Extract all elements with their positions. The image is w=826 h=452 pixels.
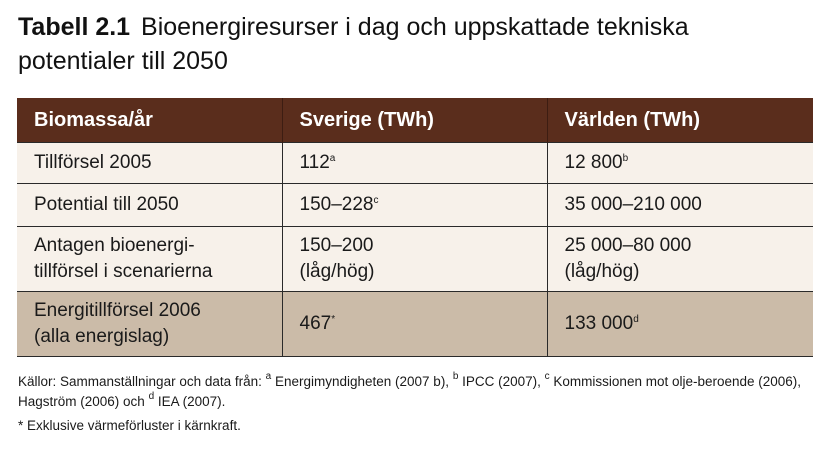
footnote: * Exklusive värmeförluster i kärnkraft. (18, 418, 241, 433)
varlden-value: 35 000–210 000 (564, 194, 702, 215)
varlden-value: 12 800 (564, 152, 623, 173)
source-mark-d: d (148, 391, 155, 402)
source-b: IPCC (2007), (458, 374, 545, 389)
table-title: Tabell 2.1 Bioenergiresurser i dag och u… (18, 10, 808, 78)
header-sverige: Sverige (TWh) (281, 98, 547, 143)
table-row: Antagen bioenergi- tillförsel i scenarie… (17, 226, 813, 292)
table-row-highlight: Energitillförsel 2006 (alla energislag) … (17, 291, 813, 357)
row-label: Tillförsel 2005 (17, 142, 282, 184)
sverige-value-line1: 150–200 (299, 235, 374, 256)
varlden-cell: 35 000–210 000 (546, 183, 813, 227)
table-row: Potential till 2050 150–228c 35 000–210 … (17, 183, 813, 227)
header-varlden: Världen (TWh) (546, 98, 813, 143)
sverige-cell: 112a (281, 142, 547, 184)
table-header-row: Biomassa/år Sverige (TWh) Världen (TWh) (17, 98, 813, 143)
varlden-value-line2: (låg/hög) (564, 261, 640, 282)
varlden-cell: 12 800b (546, 142, 813, 184)
sverige-cell: 467* (281, 291, 547, 357)
source-mark-a: a (265, 371, 272, 382)
header-biomassa: Biomassa/år (17, 98, 282, 143)
table-number: Tabell 2.1 (18, 13, 131, 41)
footnote-mark: d (633, 314, 639, 325)
source-mark-c: c (544, 371, 550, 382)
varlden-cell: 25 000–80 000 (låg/hög) (546, 226, 813, 292)
sources-prefix: Källor: Sammanställningar och data från: (18, 374, 266, 389)
footnote-mark: c (373, 195, 379, 206)
sverige-value-line2: (låg/hög) (299, 261, 375, 282)
row-label-line2: tillförsel i scenarierna (34, 261, 213, 282)
sverige-value: 150–228 (299, 194, 374, 215)
sverige-value: 467 (299, 313, 332, 334)
sverige-cell: 150–200 (låg/hög) (281, 226, 547, 292)
sverige-cell: 150–228c (281, 183, 547, 227)
row-label-line2: (alla energislag) (34, 326, 170, 347)
table-row: Tillförsel 2005 112a 12 800b (17, 142, 813, 184)
table-title-text: Bioenergiresurser i dag och uppskattade … (18, 13, 689, 75)
source-mark-b: b (452, 371, 459, 382)
varlden-cell: 133 000d (546, 291, 813, 357)
row-label-line1: Antagen bioenergi- (34, 235, 195, 256)
source-d: IEA (2007). (154, 394, 226, 409)
footnote-mark: a (329, 153, 336, 164)
bioenergy-table: Biomassa/år Sverige (TWh) Världen (TWh) … (17, 98, 813, 357)
row-label: Antagen bioenergi- tillförsel i scenarie… (17, 226, 282, 292)
source-a: Energimyndigheten (2007 b), (271, 374, 453, 389)
row-label-line1: Energitillförsel 2006 (34, 300, 201, 321)
sverige-value: 112 (299, 152, 330, 173)
sources-note: Källor: Sammanställningar och data från:… (18, 372, 808, 412)
footnote-mark: b (622, 153, 629, 164)
row-label: Energitillförsel 2006 (alla energislag) (17, 291, 282, 357)
varlden-value-line1: 25 000–80 000 (564, 235, 692, 256)
row-label: Potential till 2050 (17, 183, 282, 227)
footnote-mark: * (331, 314, 336, 325)
source-c: Kommissionen mot olje-beroende (2006), H… (18, 374, 802, 409)
varlden-value: 133 000 (564, 313, 634, 334)
